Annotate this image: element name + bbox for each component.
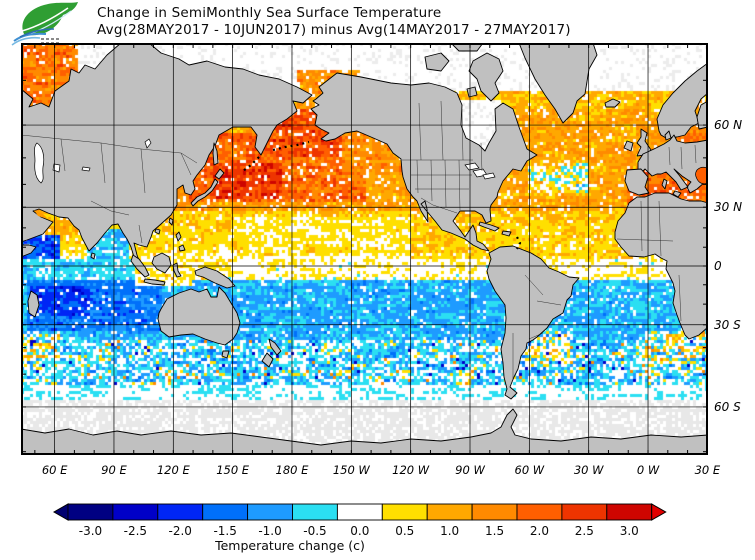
colorbar: -3.0 -2.5 -2.0 -1.5 -1.0 -0.5 0.0 0.5 1.0 1.5 2.0 2… — [52, 503, 667, 538]
lon-label-90e: 90 E — [101, 463, 127, 477]
colorbar-segment — [67, 503, 114, 521]
colorbar-tick-label: -3.0 — [79, 524, 102, 538]
continents — [21, 43, 708, 455]
country-border — [418, 102, 422, 161]
colorbar-segment — [561, 503, 608, 521]
colorbar-tick-label: -1.5 — [213, 524, 236, 538]
colorbar-segment — [336, 503, 383, 521]
country-border — [461, 108, 464, 161]
colorbar-tick-label: 2.5 — [575, 524, 594, 538]
lon-label-90w: 90 W — [455, 463, 485, 477]
colorbar-arrow-left — [52, 503, 69, 521]
colorbar-tick-label: -1.0 — [258, 524, 281, 538]
country-border — [430, 159, 433, 202]
colorbar-tick-label: -2.0 — [169, 524, 192, 538]
figure-titles: Change in SemiMonthly Sea Surface Temper… — [97, 5, 571, 39]
colorbar-tick-label: -2.5 — [124, 524, 147, 538]
lake — [464, 162, 480, 171]
island-chain — [516, 236, 522, 250]
colorbar-tick-label: 0.5 — [395, 524, 414, 538]
country-border — [480, 142, 483, 172]
country-border — [658, 200, 662, 257]
colorbar-tick-label: -0.5 — [303, 524, 326, 538]
colorbar-segment — [157, 503, 204, 521]
country-border — [668, 146, 671, 166]
lake — [144, 138, 152, 149]
country-border — [458, 159, 461, 211]
colorbar-segment — [516, 503, 563, 521]
colorbar-segment — [112, 503, 159, 521]
map-frame — [21, 43, 708, 455]
lon-label-150e: 150 E — [216, 463, 250, 477]
lat-label-60n: 60 N — [714, 118, 743, 133]
colorbar-arrow-right — [651, 503, 667, 521]
lon-label-60e: 60 E — [41, 463, 68, 477]
colorbar-tick-label: 2.0 — [530, 524, 549, 538]
colorbar-tick-label: 0.0 — [350, 524, 369, 538]
country-border — [640, 200, 643, 252]
lon-label-120e: 120 E — [156, 463, 190, 477]
lat-label-30n: 30 N — [714, 200, 743, 215]
world-map — [21, 43, 708, 455]
figure-subtitle: Avg(28MAY2017 - 10JUN2017) minus Avg(14M… — [97, 22, 571, 38]
country-border — [528, 332, 544, 340]
black-sea — [695, 166, 708, 185]
country-border — [440, 100, 444, 161]
country-border — [524, 274, 544, 296]
colorbar-segment — [381, 503, 428, 521]
leaf-wave-logo — [11, 2, 78, 46]
island-chain — [242, 156, 260, 172]
colorbar-segment — [247, 503, 293, 521]
lon-label-30e: 30 E — [694, 463, 721, 477]
country-border — [416, 159, 419, 194]
lon-label-0w: 0 W — [636, 463, 660, 477]
country-border — [678, 274, 682, 322]
lon-label-60w: 60 W — [514, 463, 545, 477]
lake — [482, 172, 496, 180]
colorbar-tick-label: 1.5 — [485, 524, 504, 538]
country-border — [616, 238, 674, 242]
lake — [34, 142, 45, 184]
lon-label-150w: 150 W — [332, 463, 370, 477]
colorbar-caption: Temperature change (c) — [215, 538, 365, 553]
map-overlay — [21, 43, 708, 455]
figure-title: Change in SemiMonthly Sea Surface Temper… — [97, 5, 442, 21]
lake — [81, 166, 91, 172]
country-border — [180, 152, 192, 176]
colorbar-segment — [202, 503, 249, 521]
colorbar-segment — [426, 503, 473, 521]
colorbar-segment — [606, 503, 653, 521]
persian-gulf — [34, 210, 48, 219]
colorbar-tick-label: 1.0 — [440, 524, 459, 538]
lon-label-120w: 120 W — [392, 463, 430, 477]
colorbar-segment — [292, 503, 338, 521]
country-border — [138, 224, 143, 244]
country-border — [536, 300, 562, 306]
country-border — [694, 144, 697, 164]
country-border — [680, 146, 683, 170]
lat-label-0: 0 — [714, 259, 722, 273]
country-border — [444, 159, 447, 208]
country-border — [100, 142, 106, 184]
country-border — [90, 200, 130, 216]
lon-label-180e: 180 E — [275, 463, 309, 477]
lat-label-30s: 30 S — [714, 317, 741, 332]
island-chain — [272, 140, 310, 152]
country-border — [60, 138, 66, 172]
country-border — [140, 148, 146, 194]
lat-label-60s: 60 S — [714, 399, 741, 414]
colorbar-tick-label: 3.0 — [620, 524, 639, 538]
colorbar-segment — [471, 503, 518, 521]
lon-label-30w: 30 W — [573, 463, 604, 477]
